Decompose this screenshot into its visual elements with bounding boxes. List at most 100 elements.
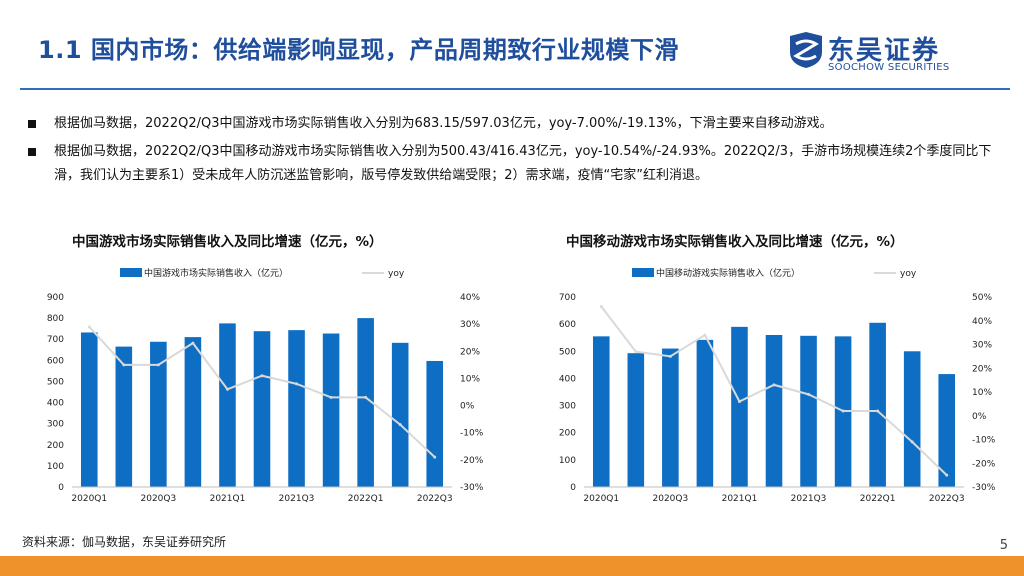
y-left-tick-label: 0 [58, 483, 64, 493]
y-right-tick-label: -30% [972, 483, 996, 493]
y-right-tick-label: -10% [460, 429, 484, 439]
y-left-tick-label: 900 [47, 293, 64, 303]
y-left-tick-label: 600 [559, 320, 576, 330]
bullet-square-icon [28, 148, 36, 156]
chart-bar [288, 330, 305, 487]
bullet-list: 根据伽马数据，2022Q2/Q3中国游戏市场实际销售收入分别为683.15/59… [28, 112, 1003, 192]
y-right-tick-label: -30% [460, 483, 484, 493]
legend-label-bar: 中国移动游戏实际销售收入（亿元） [656, 267, 800, 279]
legend-label-bar: 中国游戏市场实际销售收入（亿元） [144, 267, 288, 279]
y-left-tick-label: 0 [570, 483, 576, 493]
chart-line-point [910, 440, 914, 444]
bullet-item: 根据伽马数据，2022Q2/Q3中国移动游戏市场实际销售收入分别为500.43/… [28, 140, 1003, 188]
chart-bar [115, 346, 133, 487]
chart-bar [150, 341, 167, 487]
y-right-tick-label: -20% [460, 456, 484, 466]
chart-line-point [156, 363, 160, 367]
y-right-tick-label: 40% [460, 293, 480, 303]
y-left-tick-label: 200 [47, 441, 64, 451]
y-left-tick-label: 400 [47, 399, 64, 409]
chart-bar [592, 336, 610, 487]
chart-game-market: 中国游戏市场实际销售收入（亿元） yoy 0 100 200 300 400 500 600 70… [47, 267, 484, 504]
y-right-tick-label: 30% [972, 341, 992, 351]
bullet-text: 根据伽马数据，2022Q2/Q3中国游戏市场实际销售收入分别为683.15/59… [54, 116, 833, 131]
y-left-tick-label: 100 [47, 462, 64, 472]
y-left-tick-label: 100 [559, 456, 576, 466]
chart-bar [938, 374, 956, 487]
chart-bar [391, 342, 409, 487]
chart-bar [627, 353, 645, 487]
y-left-tick-label: 600 [47, 356, 64, 366]
bullet-text: 根据伽马数据，2022Q2/Q3中国移动游戏市场实际销售收入分别为500.43/… [54, 144, 992, 183]
x-tick-label: 2020Q3 [653, 494, 689, 504]
logo-name-cn: 东吴证券 [828, 36, 941, 66]
page-number: 5 [999, 538, 1008, 553]
y-left-tick-label: 300 [559, 402, 576, 412]
chart-line-point [364, 395, 368, 399]
chart-mobile-game-market: 中国移动游戏实际销售收入（亿元） yoy 0 100 200 300 400 500 600 70… [559, 267, 996, 504]
chart-line-point [225, 387, 229, 391]
chart-bar [903, 351, 921, 487]
y-left-tick-label: 300 [47, 420, 64, 430]
chart-bar [426, 360, 444, 487]
chart-line-point [260, 374, 264, 378]
chart-line-point [433, 455, 437, 459]
y-right-tick-label: 30% [460, 320, 480, 330]
y-right-tick-label: -20% [972, 459, 996, 469]
y-right-tick-label: 20% [460, 347, 480, 357]
chart-line-point [807, 392, 811, 396]
chart-line-point [634, 350, 638, 354]
chart-line-point [87, 325, 91, 329]
y-right-tick-label: 50% [972, 293, 992, 303]
chart-title-game-market: 中国游戏市场实际销售收入及同比增速（亿元，%） [72, 234, 383, 250]
y-left-tick-label: 800 [47, 314, 64, 324]
chart-line-point [737, 400, 741, 403]
chart-line-point [945, 473, 949, 477]
x-tick-label: 2022Q1 [348, 494, 384, 504]
x-tick-label: 2020Q1 [71, 494, 107, 504]
x-tick-label: 2020Q3 [141, 494, 177, 504]
chart-bar [357, 318, 374, 487]
header-divider [20, 88, 1010, 90]
company-logo: 东吴证券 SOOCHOW SECURITIES [786, 30, 986, 76]
logo-mark-icon [790, 32, 822, 68]
y-right-tick-label: 10% [972, 388, 992, 398]
chart-bar [80, 332, 98, 487]
legend-swatch-bar [120, 268, 142, 277]
chart-bar [731, 326, 748, 487]
y-left-tick-label: 500 [559, 347, 576, 357]
chart-bar [800, 335, 817, 487]
x-tick-label: 2020Q1 [583, 494, 619, 504]
y-left-tick-label: 500 [47, 377, 64, 387]
y-right-tick-label: 40% [972, 317, 992, 327]
legend-swatch-bar [632, 268, 654, 277]
x-tick-label: 2021Q3 [279, 494, 315, 504]
chart-line-point [668, 354, 672, 358]
y-left-tick-label: 700 [47, 335, 64, 345]
chart-bar [219, 323, 236, 487]
x-tick-label: 2022Q1 [860, 494, 896, 504]
chart-bar [765, 335, 783, 487]
chart-bar [869, 322, 886, 487]
y-right-tick-label: -10% [972, 436, 996, 446]
x-tick-label: 2022Q3 [417, 494, 453, 504]
chart-line-point [122, 363, 126, 367]
x-tick-label: 2021Q3 [791, 494, 827, 504]
chart-bar [184, 337, 202, 487]
chart-line-point [703, 333, 707, 337]
x-tick-label: 2021Q1 [210, 494, 246, 504]
source-note: 资料来源：伽马数据，东吴证券研究所 [22, 535, 227, 549]
y-left-tick-label: 700 [559, 293, 576, 303]
logo-name-en: SOOCHOW SECURITIES [828, 62, 950, 73]
chart-bar [322, 333, 340, 487]
chart-bar [696, 339, 714, 487]
bullet-square-icon [28, 120, 36, 128]
chart-line-point [772, 383, 776, 387]
x-tick-label: 2021Q1 [722, 494, 758, 504]
y-left-tick-label: 200 [559, 429, 576, 439]
legend-label-line: yoy [900, 269, 917, 279]
y-right-tick-label: 20% [972, 364, 992, 374]
chart-line-point [191, 341, 195, 345]
page-title: 1.1 国内市场：供给端影响显现，产品周期致行业规模下滑 [38, 36, 679, 64]
y-right-tick-label: 10% [460, 374, 480, 384]
